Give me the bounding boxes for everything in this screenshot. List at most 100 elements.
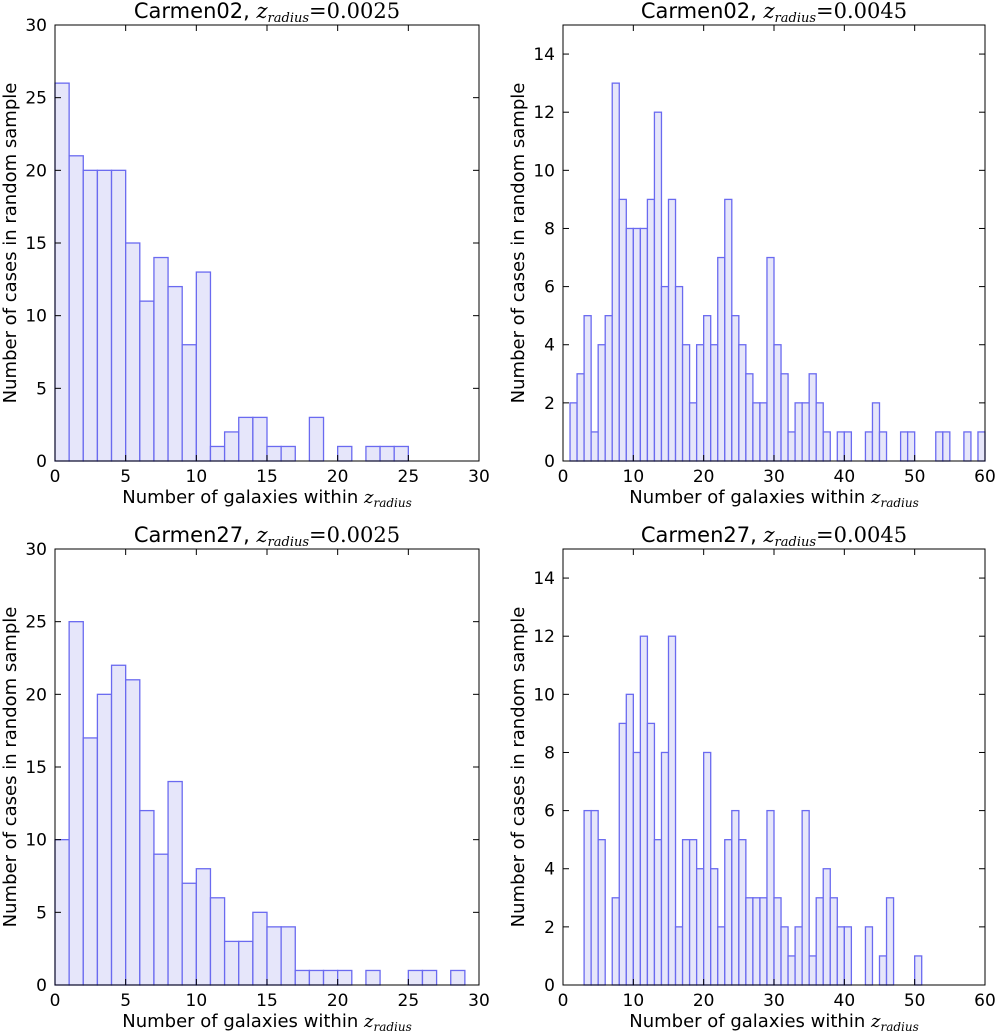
histogram-bar <box>780 373 789 462</box>
x-tick-label: 25 <box>398 991 420 1011</box>
y-tick-label: 10 <box>25 307 47 327</box>
histogram-bar <box>632 751 642 986</box>
histogram-bar <box>223 940 240 986</box>
histogram-bar <box>731 315 740 462</box>
histogram-bar <box>639 227 649 462</box>
y-tick-label: 15 <box>25 758 47 778</box>
chart-title: Carmen27, zradius=0.0025 <box>134 523 400 550</box>
histogram-bar <box>724 198 733 462</box>
x-tick-label: 10 <box>623 991 645 1011</box>
histogram-bar <box>738 839 747 986</box>
y-tick-label: 5 <box>36 903 47 923</box>
histogram-bar <box>632 227 642 462</box>
y-tick-label: 30 <box>25 16 47 36</box>
histogram-bar <box>822 868 831 986</box>
histogram-bar <box>590 431 599 462</box>
histogram-bar <box>337 445 353 462</box>
x-tick-label: 0 <box>558 991 569 1011</box>
y-tick-label: 0 <box>36 976 47 996</box>
histogram-bar <box>660 285 670 462</box>
histogram-bar <box>864 431 874 462</box>
histogram-bar <box>801 809 810 986</box>
histogram-bar <box>266 445 282 462</box>
histogram-bar <box>209 445 226 462</box>
x-tick-label: 0 <box>50 467 61 487</box>
histogram-panel-4: 0 10 20 30 40 50 60 0 2 4 6 8 10 12 14 Carmen27, zradiu… <box>508 523 996 1031</box>
histogram-bar <box>780 926 789 986</box>
histogram-bar <box>646 722 656 986</box>
chart-title: Carmen02, zradius=0.0045 <box>641 0 907 26</box>
y-tick-label: 2 <box>544 394 555 414</box>
x-axis-label: Number of galaxies within zradius <box>629 487 919 510</box>
histogram-bar <box>450 969 466 986</box>
x-tick-label: 60 <box>974 467 996 487</box>
y-tick-label: 6 <box>544 278 555 298</box>
y-axis-label: Number of cases in random sample <box>0 607 21 928</box>
histogram-bar <box>738 344 747 462</box>
y-tick-label: 8 <box>544 743 555 763</box>
x-tick-label: 25 <box>398 467 420 487</box>
histogram-bar <box>68 155 84 462</box>
histogram-bar <box>914 955 923 986</box>
histogram-bar <box>963 431 972 462</box>
y-tick-label: 14 <box>533 569 555 589</box>
histogram-bar <box>674 285 684 462</box>
y-tick-label: 0 <box>544 976 555 996</box>
histogram-bar <box>379 445 395 462</box>
histogram-bar <box>724 839 733 986</box>
histogram-bar <box>280 445 296 462</box>
histogram-bar <box>322 969 339 986</box>
histogram-bar <box>153 256 169 462</box>
histogram-bar <box>871 402 881 462</box>
histogram-bar <box>935 431 944 462</box>
y-tick-label: 30 <box>25 540 47 560</box>
x-tick-label: 20 <box>693 991 715 1011</box>
histogram-bar <box>745 373 754 462</box>
chart-title: Carmen02, zradius=0.0025 <box>134 0 400 26</box>
histogram-bar <box>808 955 817 986</box>
histogram-bar <box>54 82 70 462</box>
y-tick-label: 20 <box>25 161 47 181</box>
y-tick-label: 14 <box>533 45 555 65</box>
x-tick-label: 60 <box>974 991 996 1011</box>
chart-title: Carmen27, zradius=0.0045 <box>641 523 907 550</box>
histogram-bar <box>829 897 838 986</box>
histogram-bar <box>139 300 155 462</box>
histogram-bar <box>252 911 268 986</box>
x-tick-label: 15 <box>256 991 278 1011</box>
histogram-bar <box>801 402 810 462</box>
histogram-bar <box>710 344 719 462</box>
y-tick-label: 20 <box>25 685 47 705</box>
histogram-bar <box>906 431 916 462</box>
histogram-bar <box>583 315 592 462</box>
y-tick-label: 5 <box>36 379 47 399</box>
histogram-bar <box>125 242 141 462</box>
histogram-bar <box>238 940 254 986</box>
histogram-bar <box>681 344 691 462</box>
histogram-bar <box>576 373 585 462</box>
histogram-bar <box>167 285 183 462</box>
x-tick-label: 30 <box>763 991 785 1011</box>
histogram-bar <box>597 839 606 986</box>
histogram-bar <box>280 926 296 986</box>
histogram-bar <box>815 897 824 986</box>
histogram-bar <box>583 809 592 986</box>
histogram-bar <box>96 169 113 462</box>
histogram-bar <box>752 897 761 986</box>
x-tick-label: 10 <box>186 991 208 1011</box>
x-tick-label: 30 <box>763 467 785 487</box>
histogram-bar <box>96 693 113 986</box>
histogram-bar <box>815 402 824 462</box>
histogram-bar <box>604 315 613 462</box>
y-tick-label: 25 <box>25 89 47 109</box>
y-tick-label: 15 <box>25 234 47 254</box>
histogram-bar <box>82 169 99 462</box>
histogram-bar <box>569 402 578 462</box>
histogram-bar <box>822 431 831 462</box>
histogram-bar <box>110 169 127 462</box>
y-tick-label: 4 <box>544 860 555 880</box>
y-tick-label: 12 <box>533 103 555 123</box>
histogram-bar <box>139 809 155 986</box>
histogram-bar <box>337 969 353 986</box>
y-tick-label: 10 <box>533 685 555 705</box>
